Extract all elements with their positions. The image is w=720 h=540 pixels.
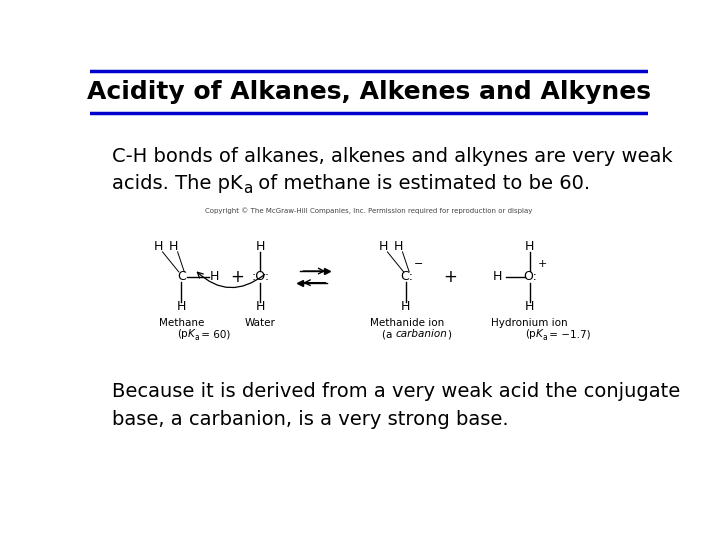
- Text: C: C: [178, 271, 186, 284]
- Text: a: a: [243, 181, 252, 196]
- Text: K: K: [535, 329, 542, 339]
- Text: a: a: [543, 333, 547, 342]
- Text: H: H: [176, 300, 186, 313]
- Text: Methanide ion: Methanide ion: [370, 318, 444, 328]
- Text: +: +: [230, 268, 243, 286]
- Text: H: H: [401, 300, 410, 313]
- Text: of methane is estimated to be 60.: of methane is estimated to be 60.: [252, 174, 590, 193]
- Text: C-H bonds of alkanes, alkenes and alkynes are very weak: C-H bonds of alkanes, alkenes and alkyne…: [112, 147, 673, 166]
- Text: = −1.7): = −1.7): [546, 329, 590, 339]
- Text: a: a: [195, 333, 199, 342]
- Text: Because it is derived from a very weak acid the conjugate: Because it is derived from a very weak a…: [112, 382, 680, 401]
- Text: base, a carbanion, is a very strong base.: base, a carbanion, is a very strong base…: [112, 409, 509, 429]
- Text: H: H: [492, 271, 502, 284]
- Text: H: H: [169, 240, 179, 253]
- Text: H: H: [210, 271, 219, 284]
- Text: ): ): [448, 329, 451, 339]
- Text: H: H: [525, 300, 534, 313]
- Text: O:: O:: [523, 271, 536, 284]
- Text: H: H: [256, 240, 265, 253]
- Text: = 60): = 60): [199, 329, 231, 339]
- FancyBboxPatch shape: [75, 71, 663, 113]
- Text: Water: Water: [245, 318, 276, 328]
- Text: H: H: [394, 240, 403, 253]
- Text: Methane: Methane: [159, 318, 204, 328]
- Text: Copyright © The McGraw-Hill Companies, Inc. Permission required for reproduction: Copyright © The McGraw-Hill Companies, I…: [205, 208, 533, 214]
- Text: Hydronium ion: Hydronium ion: [491, 318, 568, 328]
- Text: (a: (a: [382, 329, 395, 339]
- Text: K: K: [188, 329, 194, 339]
- Text: H: H: [154, 240, 163, 253]
- Text: C:: C:: [400, 271, 413, 284]
- Text: −: −: [413, 259, 423, 269]
- Text: +: +: [537, 259, 546, 269]
- Text: (p: (p: [526, 329, 536, 339]
- Text: H: H: [256, 300, 265, 313]
- Text: carbanion: carbanion: [395, 329, 447, 339]
- Text: acids. The pK: acids. The pK: [112, 174, 243, 193]
- Text: :O:: :O:: [251, 271, 269, 284]
- Text: H: H: [379, 240, 388, 253]
- Text: Acidity of Alkanes, Alkenes and Alkynes: Acidity of Alkanes, Alkenes and Alkynes: [87, 80, 651, 104]
- Text: H: H: [525, 240, 534, 253]
- Text: +: +: [444, 268, 457, 286]
- Text: (p: (p: [178, 329, 188, 339]
